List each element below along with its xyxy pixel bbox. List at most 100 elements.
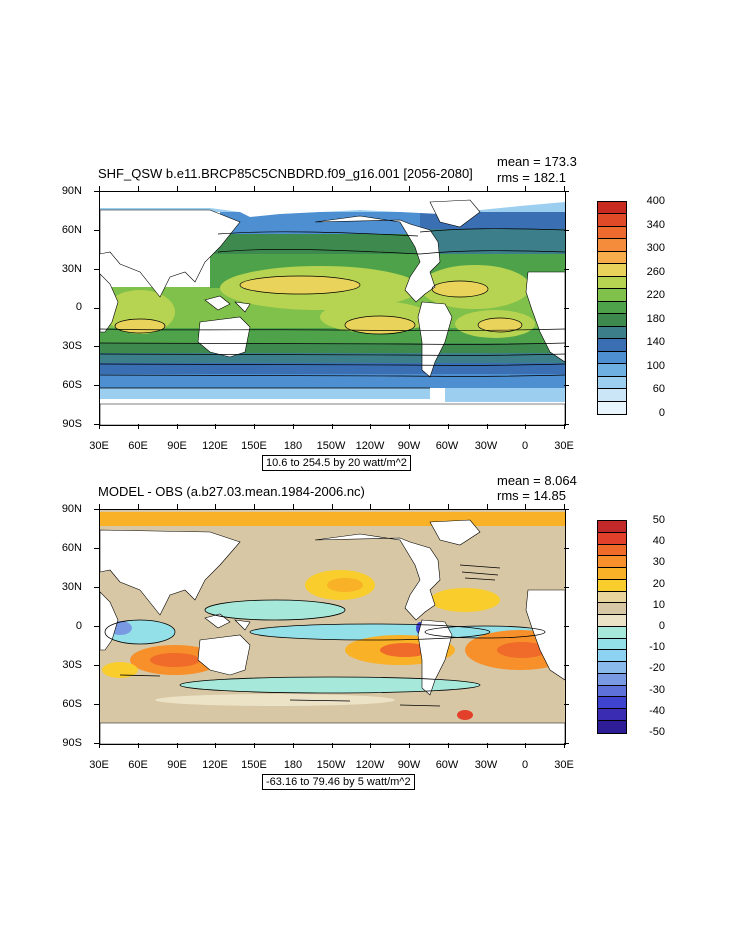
lat-label: 90N [61,185,82,197]
colorbar-label: 300 [646,242,665,254]
lat-label: 90S [62,418,82,430]
colorbar-label: 60 [652,383,665,395]
axis-tick [370,504,371,509]
axis-tick [332,504,333,509]
axis-tick [138,186,139,191]
colorbar-swatch [598,673,626,686]
axis-tick [332,743,333,748]
lat-label: 60N [61,224,82,236]
lon-label: 60E [128,440,148,452]
colorbar-swatch [598,264,626,277]
axis-tick [94,424,99,425]
map-plot [99,509,566,745]
axis-tick [564,743,569,744]
lon-label: 30W [474,440,498,452]
axis-tick [215,743,216,748]
axis-tick [448,743,449,748]
lat-label: 90N [61,503,82,515]
axis-tick [99,424,100,429]
colorbar-label: 0 [658,407,665,419]
colorbar-swatch [598,709,626,722]
colorbar-swatch [598,226,626,240]
colorbar-label: 40 [652,535,665,547]
rms-value: rms = 14.85 [497,488,567,503]
axis-tick [99,504,100,509]
lat-label: 60S [62,379,82,391]
colorbar-swatch [598,364,626,377]
colorbar-swatch [598,202,626,215]
axis-tick [94,346,99,347]
lon-label: 0 [521,759,529,771]
colorbar-swatch [598,697,626,710]
colorbar-label: 10 [652,599,665,611]
axis-tick [293,504,294,509]
lat-label: 0 [75,620,82,632]
axis-tick [94,704,99,705]
axis-tick [94,230,99,231]
axis-tick [525,424,526,429]
axis-tick [99,743,100,748]
axis-tick [293,186,294,191]
colorbar-swatch [598,556,626,569]
axis-tick [564,424,569,425]
colorbar-label: -10 [649,641,665,653]
colorbar-swatch [598,376,626,390]
axis-tick [448,424,449,429]
mean-value: mean = 173.3 [497,154,577,169]
colorbar-swatch [598,579,626,592]
axis-tick [254,424,255,429]
lat-label: 60N [61,542,82,554]
axis-tick [564,346,569,347]
contour-lines [100,228,565,389]
colorbar-swatch [598,521,626,533]
colorbar-swatch [598,662,626,674]
colorbar-label: -30 [649,684,665,696]
lat-label: 30N [61,581,82,593]
axis-tick [99,186,100,191]
axis-tick [564,186,565,191]
axis-tick [138,504,139,509]
axis-tick [177,424,178,429]
axis-tick [332,424,333,429]
colorbar [597,201,627,415]
contour-range-label: 10.6 to 254.5 by 20 watt/m^2 [262,455,411,471]
colorbar-label: 50 [652,514,665,526]
colorbar-label: 0 [658,620,665,632]
colorbar-label: 400 [646,195,665,207]
lat-label: 30S [62,340,82,352]
colorbar-swatch [598,326,626,340]
lon-label: 30E [89,440,109,452]
colorbar [597,520,627,734]
axis-tick [94,191,99,192]
axis-tick [177,186,178,191]
axis-tick [94,743,99,744]
colorbar-swatch [598,532,626,545]
colorbar-swatch [598,351,626,365]
colorbar-swatch [598,314,626,327]
lon-label: 30E [89,759,109,771]
axis-tick [94,548,99,549]
colorbar-label: 20 [652,578,665,590]
axis-tick [564,509,569,510]
axis-tick [448,504,449,509]
colorbar-label: 180 [646,313,665,325]
colorbar-swatch [598,401,626,414]
axis-tick [215,424,216,429]
contour-lines [104,564,546,707]
colorbar-swatch [598,603,626,616]
axis-tick [448,186,449,191]
colorbar-swatch [598,591,626,604]
colorbar-label: 260 [646,266,665,278]
axis-tick [215,186,216,191]
axis-tick [177,504,178,509]
colorbar-label: 140 [646,336,665,348]
colorbar-swatch [598,544,626,557]
axis-tick [254,504,255,509]
axis-tick [138,424,139,429]
axis-tick [215,504,216,509]
colorbar-swatch [598,650,626,663]
mean-value: mean = 8.064 [497,473,577,488]
axis-tick [564,743,565,748]
lon-label: 60W [435,440,459,452]
axis-tick [525,186,526,191]
